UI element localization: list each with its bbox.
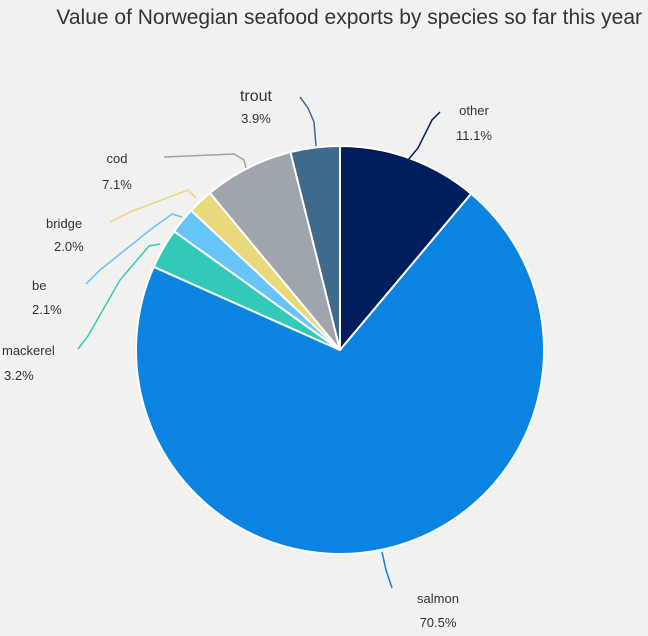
leader-line-other	[407, 111, 441, 161]
slice-label-bridge: bridge	[46, 216, 82, 231]
pie-slices	[135, 145, 545, 555]
leader-line-be	[85, 213, 183, 285]
slice-label-cod: cod	[107, 151, 128, 166]
leader-line-bridge	[109, 189, 197, 223]
chart-title: Value of Norwegian seafood exports by sp…	[56, 6, 642, 29]
slice-labels: other 11.1% salmon 70.5% mackerel 3.2% be 2.1% b…	[2, 88, 492, 630]
slice-value-bridge: 2.0%	[54, 239, 84, 254]
leader-line-cod	[163, 153, 247, 169]
slice-value-be: 2.1%	[32, 302, 62, 317]
slice-label-salmon: salmon	[417, 591, 459, 606]
slice-label-be: be	[32, 278, 46, 293]
slice-label-mackerel: mackerel	[2, 343, 55, 358]
slice-value-salmon: 70.5%	[420, 615, 457, 630]
slice-value-other: 11.1%	[456, 128, 492, 143]
slice-label-other: other	[459, 103, 489, 118]
slice-label-trout: trout	[240, 88, 273, 105]
leader-line-mackerel	[77, 243, 161, 350]
slice-value-mackerel: 3.2%	[4, 368, 34, 383]
pie-slice-salmon	[135, 192, 545, 555]
pie-slice-trout	[289, 145, 341, 351]
leader-lines	[77, 96, 441, 589]
slice-value-trout: 3.9%	[241, 111, 271, 126]
leader-line-salmon	[381, 551, 393, 589]
leader-line-trout	[299, 96, 317, 147]
slice-value-cod: 7.1%	[102, 177, 132, 192]
